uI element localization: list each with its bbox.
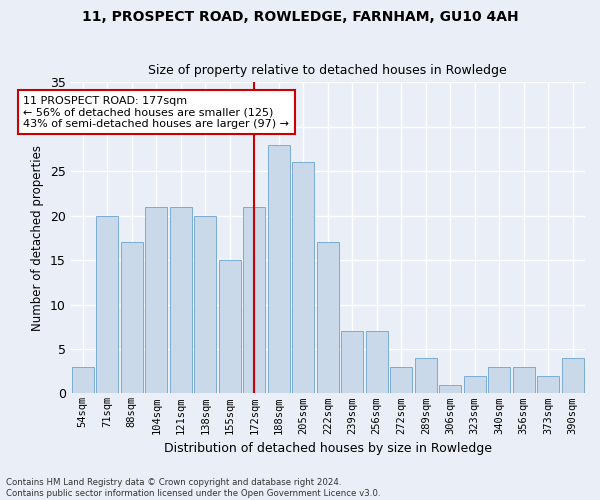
Bar [537, 376, 559, 394]
Bar [390, 366, 412, 394]
Text: Contains HM Land Registry data © Crown copyright and database right 2024.
Contai: Contains HM Land Registry data © Crown c… [6, 478, 380, 498]
Bar [488, 366, 510, 394]
Bar [292, 162, 314, 394]
Bar [145, 207, 167, 394]
Bar [121, 242, 143, 394]
X-axis label: Distribution of detached houses by size in Rowledge: Distribution of detached houses by size … [164, 442, 492, 455]
Text: 11 PROSPECT ROAD: 177sqm
← 56% of detached houses are smaller (125)
43% of semi-: 11 PROSPECT ROAD: 177sqm ← 56% of detach… [23, 96, 289, 129]
Bar [72, 366, 94, 394]
Title: Size of property relative to detached houses in Rowledge: Size of property relative to detached ho… [148, 64, 507, 77]
Bar [415, 358, 437, 394]
Text: 11, PROSPECT ROAD, ROWLEDGE, FARNHAM, GU10 4AH: 11, PROSPECT ROAD, ROWLEDGE, FARNHAM, GU… [82, 10, 518, 24]
Bar [464, 376, 486, 394]
Bar [341, 331, 363, 394]
Bar [170, 207, 192, 394]
Bar [562, 358, 584, 394]
Bar [96, 216, 118, 394]
Bar [194, 216, 216, 394]
Bar [513, 366, 535, 394]
Bar [219, 260, 241, 394]
Bar [366, 331, 388, 394]
Bar [317, 242, 339, 394]
Bar [439, 384, 461, 394]
Bar [268, 144, 290, 394]
Bar [243, 207, 265, 394]
Y-axis label: Number of detached properties: Number of detached properties [31, 145, 44, 331]
